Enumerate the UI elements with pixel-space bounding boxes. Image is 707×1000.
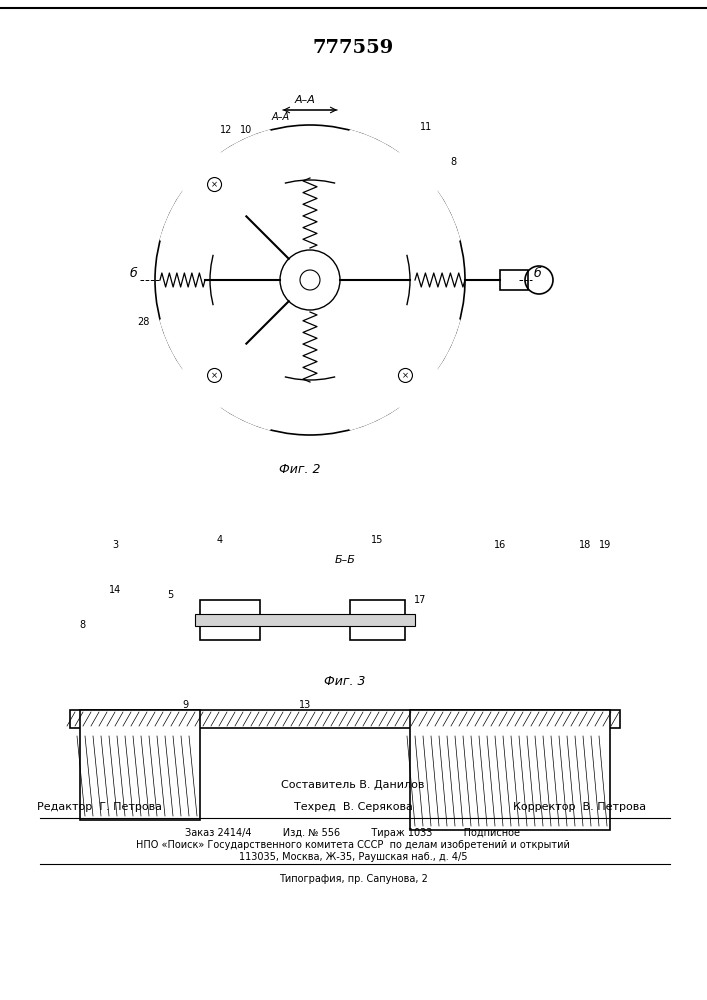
- Text: НПО «Поиск» Государственного комитета СССР  по делам изобретений и открытий: НПО «Поиск» Государственного комитета СС…: [136, 840, 570, 850]
- Text: Редактор  Г. Петрова: Редактор Г. Петрова: [37, 802, 163, 812]
- Text: 5: 5: [167, 590, 173, 600]
- Text: А–А: А–А: [295, 95, 315, 105]
- Text: 11: 11: [420, 122, 432, 132]
- Text: 9: 9: [182, 700, 188, 710]
- Text: 13: 13: [299, 700, 311, 710]
- Text: б: б: [534, 267, 542, 280]
- Text: 19: 19: [599, 540, 611, 550]
- Text: Фиг. 3: Фиг. 3: [325, 675, 366, 688]
- Text: 10: 10: [240, 125, 252, 135]
- Text: 12: 12: [220, 125, 233, 135]
- Text: А–А: А–А: [272, 112, 290, 122]
- Bar: [80, 710, 200, 820]
- Text: 17: 17: [414, 595, 426, 605]
- Text: ×: ×: [211, 180, 218, 189]
- Text: 777559: 777559: [312, 39, 394, 57]
- Wedge shape: [160, 130, 286, 255]
- Text: Техред  В. Серякова: Техред В. Серякова: [293, 802, 412, 812]
- Text: 18: 18: [579, 540, 591, 550]
- Text: Составитель В. Данилов: Составитель В. Данилов: [281, 780, 425, 790]
- Text: 15: 15: [370, 535, 383, 545]
- Text: б: б: [130, 267, 138, 280]
- Text: 113035, Москва, Ж-35, Раушская наб., д. 4/5: 113035, Москва, Ж-35, Раушская наб., д. …: [239, 852, 467, 862]
- Text: Фиг. 2: Фиг. 2: [279, 463, 321, 476]
- Text: ×: ×: [402, 371, 409, 380]
- Text: Корректор  В. Петрова: Корректор В. Петрова: [513, 802, 647, 812]
- Text: 16: 16: [494, 540, 506, 550]
- Bar: [195, 614, 415, 626]
- Wedge shape: [334, 305, 460, 430]
- Wedge shape: [334, 130, 460, 255]
- Text: Типография, пр. Сапунова, 2: Типография, пр. Сапунова, 2: [279, 874, 428, 884]
- Wedge shape: [160, 305, 286, 430]
- Text: ×: ×: [211, 371, 218, 380]
- Bar: [350, 600, 405, 640]
- Text: 14: 14: [109, 585, 121, 595]
- Text: 4: 4: [217, 535, 223, 545]
- Bar: [200, 600, 260, 640]
- Text: 8: 8: [79, 620, 85, 630]
- Text: 3: 3: [112, 540, 118, 550]
- Bar: [500, 270, 528, 290]
- Text: 8: 8: [450, 157, 456, 167]
- Text: 28: 28: [137, 317, 149, 327]
- Text: Б–Б: Б–Б: [334, 555, 356, 565]
- Bar: [70, 710, 620, 728]
- Bar: [410, 710, 610, 830]
- Text: Заказ 2414/4          Изд. № 556          Тираж 1033          Подписное: Заказ 2414/4 Изд. № 556 Тираж 1033 Подпи…: [185, 828, 520, 838]
